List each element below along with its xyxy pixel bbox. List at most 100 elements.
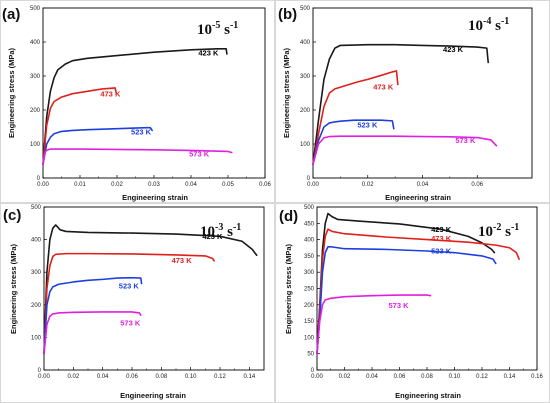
- y-tick-label: 0: [37, 176, 41, 182]
- x-tick-label: 0.00: [311, 374, 323, 380]
- y-tick-label: 300: [300, 74, 311, 80]
- x-tick-label: 0.08: [421, 374, 433, 380]
- x-tick-label: 0.01: [74, 182, 86, 188]
- x-axis-label: Engineering strain: [385, 193, 451, 202]
- x-tick-label: 0.10: [185, 374, 197, 380]
- y-tick-label: 100: [300, 142, 311, 148]
- x-tick-label: 0.04: [97, 374, 109, 380]
- chart-panel: 0.00 0.01 0.02 0.03 0.04 0.05 0.06 0 100 200 300 40…: [0, 0, 275, 203]
- panel-frame: [275, 0, 550, 203]
- strain-rate-label: 10-3 s-1: [200, 222, 241, 240]
- series-line: [43, 252, 215, 355]
- x-axis-label: Engineering strain: [395, 391, 461, 400]
- x-tick-label: 0.14: [504, 374, 516, 380]
- series-line: [316, 294, 432, 355]
- series-line: [312, 119, 395, 166]
- panel-label: (a): [2, 6, 20, 23]
- strain-rate-label: 10-2 s-1: [478, 222, 519, 240]
- x-tick-label: 0.02: [111, 182, 123, 188]
- chart-panel: 0.00 0.02 0.04 0.06 0.08 0.10 0.12 0.14 0.16 0 50 1…: [275, 203, 550, 403]
- x-tick-label: 0.10: [449, 374, 461, 380]
- y-tick-label: 400: [30, 40, 41, 46]
- panel-label: (b): [278, 6, 297, 23]
- y-tick-label: 150: [304, 319, 315, 325]
- x-tick-label: 0.16: [531, 374, 543, 380]
- y-tick-label: 400: [300, 40, 311, 46]
- series-line: [43, 276, 143, 355]
- y-tick-label: 500: [31, 205, 42, 211]
- y-tick-label: 300: [31, 270, 42, 276]
- y-tick-label: 0: [311, 368, 315, 374]
- x-tick-label: 0.06: [471, 182, 483, 188]
- plot-area: [43, 206, 265, 371]
- x-tick-label: 0.12: [476, 374, 488, 380]
- y-tick-label: 300: [30, 74, 41, 80]
- y-axis-label: Engineering stress (MPa): [282, 47, 291, 138]
- x-tick-label: 0.02: [362, 182, 374, 188]
- y-axis-label: Engineering stress (MPa): [7, 47, 16, 138]
- y-tick-label: 500: [304, 205, 315, 211]
- series-line: [312, 70, 399, 166]
- y-axis-label: Engineering stress (MPa): [9, 243, 18, 334]
- series-label: 423 K: [198, 49, 219, 58]
- series-line: [43, 224, 258, 355]
- y-tick-label: 50: [307, 352, 314, 358]
- y-tick-label: 350: [304, 254, 315, 260]
- series-line: [312, 135, 498, 166]
- x-tick-label: 0.14: [243, 374, 255, 380]
- series-line: [42, 48, 228, 166]
- x-tick-label: 0.12: [214, 374, 226, 380]
- chart-panel: 0.00 0.02 0.04 0.06 0 100 200 300 400 500 Engineer…: [275, 0, 550, 203]
- x-tick-label: 0.00: [38, 374, 50, 380]
- y-tick-label: 250: [304, 287, 315, 293]
- x-tick-label: 0.02: [67, 374, 79, 380]
- series-line: [316, 212, 496, 355]
- y-tick-label: 100: [304, 335, 315, 341]
- series-label: 423 K: [431, 225, 452, 234]
- chart-panel: 0.00 0.02 0.04 0.06 0.08 0.10 0.12 0.14 0 100 200 3…: [0, 203, 275, 403]
- series-label: 573 K: [389, 301, 410, 310]
- x-tick-label: 0.04: [417, 182, 429, 188]
- y-tick-label: 200: [31, 303, 42, 309]
- x-tick-label: 0.00: [307, 182, 319, 188]
- y-tick-label: 0: [38, 368, 42, 374]
- series-label: 523 K: [119, 282, 140, 291]
- x-tick-label: 0.06: [394, 374, 406, 380]
- x-tick-label: 0.03: [148, 182, 160, 188]
- strain-rate-label: 10-4 s-1: [468, 16, 509, 34]
- series-label: 523 K: [431, 246, 452, 255]
- series-line: [316, 228, 520, 355]
- x-tick-label: 0.00: [37, 182, 49, 188]
- y-tick-label: 200: [300, 108, 311, 114]
- series-line: [42, 126, 153, 166]
- series-line: [312, 43, 489, 166]
- x-tick-label: 0.04: [185, 182, 197, 188]
- series-label: 423 K: [202, 232, 223, 241]
- y-tick-label: 100: [30, 142, 41, 148]
- y-axis-label: Engineering stress (MPa): [284, 243, 293, 334]
- y-tick-label: 500: [300, 6, 311, 12]
- series-line: [316, 245, 497, 355]
- series-label: 473 K: [172, 256, 193, 265]
- y-tick-label: 300: [304, 270, 315, 276]
- x-tick-label: 0.06: [126, 374, 138, 380]
- series-label: 473 K: [431, 234, 452, 243]
- series-line: [42, 148, 233, 166]
- x-tick-label: 0.04: [366, 374, 378, 380]
- series-label: 523 K: [131, 127, 152, 136]
- y-tick-label: 0: [307, 176, 311, 182]
- series-label: 473 K: [373, 83, 394, 92]
- series-label: 423 K: [443, 45, 464, 54]
- x-tick-label: 0.05: [222, 182, 234, 188]
- panel-label: (c): [3, 207, 21, 224]
- y-tick-label: 200: [30, 108, 41, 114]
- y-tick-label: 450: [304, 221, 315, 227]
- series-label: 523 K: [357, 121, 378, 130]
- x-tick-label: 0.06: [259, 182, 271, 188]
- y-tick-label: 100: [31, 335, 42, 341]
- series-line: [42, 87, 118, 166]
- panel-label: (d): [279, 208, 298, 225]
- series-label: 473 K: [100, 89, 121, 98]
- strain-rate-label: 10-5 s-1: [197, 20, 238, 38]
